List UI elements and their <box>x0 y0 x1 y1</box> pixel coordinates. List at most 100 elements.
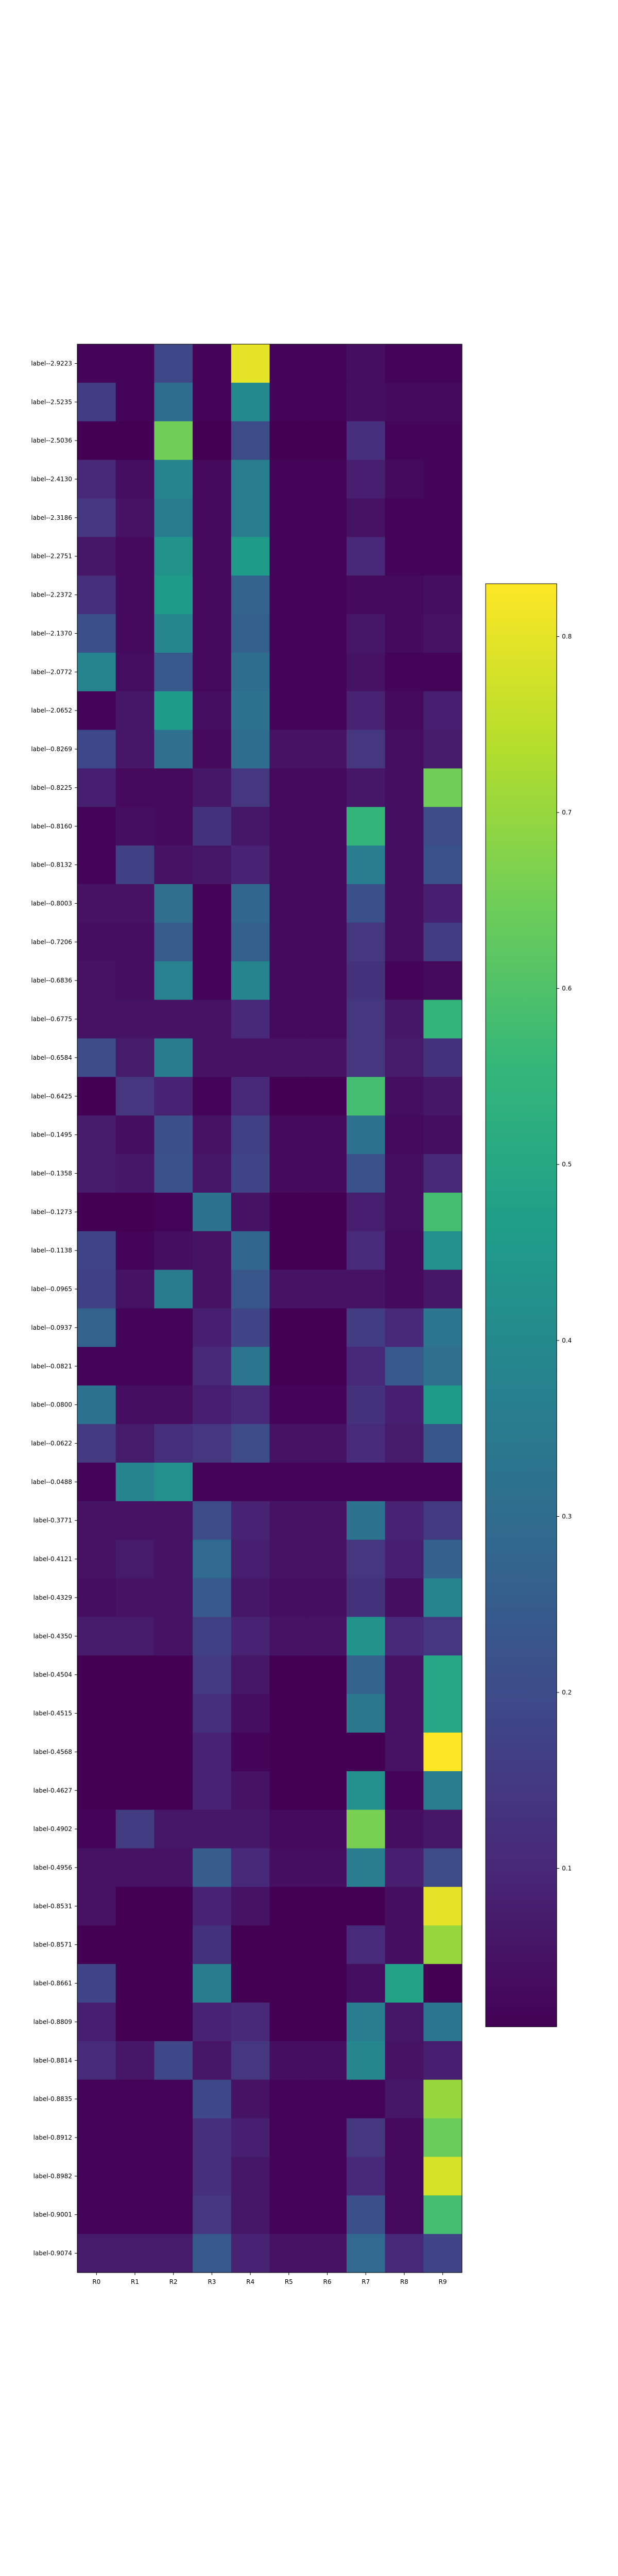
heatmap-cell <box>346 2041 386 2080</box>
heatmap-cell <box>154 922 193 962</box>
row-tick-label: label--2.5036 <box>31 437 72 444</box>
column-tick-label: R3 <box>208 2278 216 2285</box>
heatmap-cell <box>308 2234 347 2273</box>
heatmap-cell <box>308 1771 347 1810</box>
row-tick-label: label-0.4350 <box>33 1633 72 1640</box>
heatmap-cell <box>154 421 193 461</box>
row-tick-label: label-0.8661 <box>33 1980 72 1987</box>
heatmap-cell <box>269 922 308 962</box>
heatmap-cell <box>423 1694 462 1733</box>
heatmap-cell <box>77 537 116 576</box>
heatmap-cell <box>115 1308 154 1347</box>
column-labels: R0 R1 R2 R3 R4 R5 R6 R7 R8 R9 <box>92 2273 447 2285</box>
heatmap-cell <box>193 1617 232 1656</box>
heatmap-cell <box>346 922 386 962</box>
heatmap-cell <box>231 1154 270 1193</box>
heatmap-cell <box>115 1732 154 1772</box>
heatmap-cell <box>115 961 154 1001</box>
heatmap-cell <box>77 2234 116 2273</box>
heatmap-cell <box>346 807 386 846</box>
heatmap-cell <box>231 1732 270 1772</box>
heatmap-cell <box>77 1771 116 1810</box>
heatmap-cell <box>423 1347 462 1386</box>
heatmap-cell <box>308 460 347 499</box>
heatmap-cell <box>115 691 154 731</box>
heatmap-cell <box>308 1385 347 1425</box>
heatmap-cell <box>346 2234 386 2273</box>
heatmap-cell <box>193 614 232 653</box>
heatmap-cell <box>154 1887 193 1926</box>
row-tick-label: label--0.0937 <box>31 1324 72 1331</box>
heatmap-cell <box>77 1848 116 1887</box>
heatmap-cell <box>308 922 347 962</box>
row-tick-label: label--0.8132 <box>31 861 72 869</box>
heatmap-cell <box>231 1848 270 1887</box>
heatmap-cell <box>193 344 232 383</box>
heatmap-cell <box>193 1038 232 1077</box>
heatmap-cell <box>269 1501 308 1540</box>
heatmap-cell <box>154 2041 193 2080</box>
heatmap-cell <box>385 498 424 537</box>
heatmap-cell <box>77 2195 116 2234</box>
heatmap-cell <box>269 2195 308 2234</box>
heatmap-cell <box>269 1732 308 1772</box>
row-labels: label--2.9223 label--2.5235 label--2.5036 l… <box>31 360 77 2257</box>
heatmap-cell <box>346 999 386 1039</box>
heatmap-cell <box>385 2195 424 2234</box>
heatmap-cell <box>385 1077 424 1116</box>
heatmap-cell <box>423 1115 462 1155</box>
heatmap-cell <box>346 1154 386 1193</box>
heatmap-cell <box>385 922 424 962</box>
heatmap-cell <box>77 1617 116 1656</box>
heatmap-cell <box>77 691 116 731</box>
row-tick-label: label--2.1370 <box>31 630 72 637</box>
heatmap-cell <box>77 999 116 1039</box>
heatmap-cell <box>231 1231 270 1270</box>
heatmap-cell <box>423 922 462 962</box>
heatmap-cell <box>346 2157 386 2196</box>
heatmap-cell <box>193 1154 232 1193</box>
heatmap-cell <box>423 1462 462 1502</box>
heatmap-cell <box>269 999 308 1039</box>
heatmap-cell <box>231 768 270 807</box>
heatmap-cell <box>308 691 347 731</box>
heatmap-cell <box>193 421 232 461</box>
heatmap-cell <box>423 1771 462 1810</box>
heatmap-cell <box>346 537 386 576</box>
heatmap-cell <box>385 1925 424 1964</box>
heatmap-cell <box>423 1655 462 1694</box>
heatmap-cell <box>193 1925 232 1964</box>
heatmap-cell <box>308 537 347 576</box>
heatmap-cell <box>77 614 116 653</box>
heatmap-cell <box>308 1462 347 1502</box>
heatmap-cell <box>115 1809 154 1849</box>
heatmap-cell <box>231 1771 270 1810</box>
heatmap-cell <box>423 1848 462 1887</box>
heatmap-cell <box>269 1192 308 1232</box>
heatmap-cell <box>77 1424 116 1463</box>
row-tick-label: label-0.3771 <box>33 1517 72 1524</box>
heatmap-cell <box>346 1308 386 1347</box>
heatmap-cell <box>346 498 386 537</box>
heatmap-cell <box>193 1848 232 1887</box>
heatmap-cell <box>154 2002 193 2042</box>
heatmap-cell <box>154 1925 193 1964</box>
heatmap-cell <box>346 614 386 653</box>
heatmap-cell <box>385 382 424 422</box>
heatmap-cell <box>231 652 270 692</box>
heatmap-cell <box>77 845 116 885</box>
heatmap-cell <box>115 2118 154 2158</box>
heatmap-cell <box>346 730 386 769</box>
heatmap-cell <box>385 1501 424 1540</box>
heatmap-cell <box>115 1694 154 1733</box>
heatmap-cell <box>193 1115 232 1155</box>
row-tick-label: label-0.4504 <box>33 1671 72 1679</box>
heatmap-cell <box>231 1964 270 2003</box>
heatmap-cell <box>115 575 154 615</box>
heatmap-cell <box>77 768 116 807</box>
heatmap-cell <box>269 382 308 422</box>
heatmap-cell <box>423 1038 462 1077</box>
heatmap-cell <box>77 1192 116 1232</box>
heatmap-cell <box>423 1308 462 1347</box>
heatmap-cell <box>423 1077 462 1116</box>
